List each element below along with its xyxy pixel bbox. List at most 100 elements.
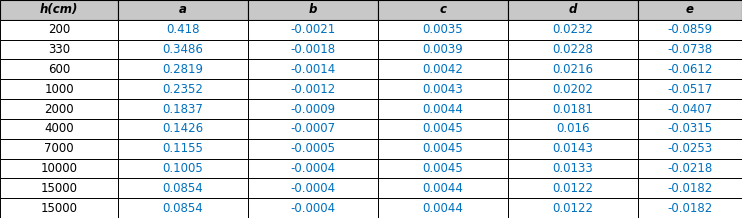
Text: 0.0043: 0.0043 bbox=[423, 83, 463, 96]
Bar bbox=[248, 158, 378, 178]
Text: 0.0854: 0.0854 bbox=[162, 202, 203, 215]
Text: -0.0007: -0.0007 bbox=[290, 122, 335, 135]
Text: -0.0012: -0.0012 bbox=[290, 83, 335, 96]
Bar bbox=[638, 20, 742, 40]
Bar bbox=[508, 40, 638, 60]
Text: -0.0004: -0.0004 bbox=[290, 162, 335, 175]
Bar bbox=[0, 40, 118, 60]
Text: -0.0315: -0.0315 bbox=[668, 122, 712, 135]
Text: 0.0143: 0.0143 bbox=[553, 142, 594, 155]
Text: 0.418: 0.418 bbox=[166, 23, 200, 36]
Bar bbox=[118, 119, 248, 139]
Text: 0.0216: 0.0216 bbox=[553, 63, 594, 76]
Text: -0.0005: -0.0005 bbox=[291, 142, 335, 155]
Bar bbox=[508, 60, 638, 79]
Text: 4000: 4000 bbox=[45, 122, 73, 135]
Bar bbox=[0, 60, 118, 79]
Bar bbox=[118, 0, 248, 20]
Text: c: c bbox=[439, 3, 447, 16]
Bar bbox=[378, 79, 508, 99]
Text: 600: 600 bbox=[48, 63, 70, 76]
Bar bbox=[638, 119, 742, 139]
Text: -0.0018: -0.0018 bbox=[290, 43, 335, 56]
Bar bbox=[378, 198, 508, 218]
Bar bbox=[638, 139, 742, 158]
Text: -0.0014: -0.0014 bbox=[290, 63, 335, 76]
Bar bbox=[0, 139, 118, 158]
Text: -0.0021: -0.0021 bbox=[290, 23, 335, 36]
Bar bbox=[378, 20, 508, 40]
Bar bbox=[638, 99, 742, 119]
Text: -0.0004: -0.0004 bbox=[290, 182, 335, 195]
Text: 0.016: 0.016 bbox=[556, 122, 590, 135]
Text: -0.0182: -0.0182 bbox=[667, 202, 712, 215]
Text: a: a bbox=[179, 3, 187, 16]
Text: 0.0044: 0.0044 bbox=[422, 202, 464, 215]
Text: 0.0045: 0.0045 bbox=[423, 162, 463, 175]
Text: 15000: 15000 bbox=[41, 182, 77, 195]
Text: 0.1426: 0.1426 bbox=[162, 122, 203, 135]
Bar bbox=[378, 0, 508, 20]
Bar bbox=[248, 119, 378, 139]
Bar bbox=[118, 99, 248, 119]
Bar bbox=[248, 139, 378, 158]
Bar bbox=[0, 20, 118, 40]
Text: 0.0133: 0.0133 bbox=[553, 162, 594, 175]
Text: h(cm): h(cm) bbox=[40, 3, 78, 16]
Bar bbox=[118, 20, 248, 40]
Bar bbox=[248, 40, 378, 60]
Bar bbox=[0, 0, 118, 20]
Bar bbox=[638, 0, 742, 20]
Bar bbox=[248, 0, 378, 20]
Bar bbox=[248, 178, 378, 198]
Bar bbox=[118, 178, 248, 198]
Text: -0.0182: -0.0182 bbox=[667, 182, 712, 195]
Text: 0.0039: 0.0039 bbox=[423, 43, 463, 56]
Bar bbox=[508, 20, 638, 40]
Bar bbox=[0, 119, 118, 139]
Text: 0.2819: 0.2819 bbox=[162, 63, 203, 76]
Bar bbox=[378, 119, 508, 139]
Bar bbox=[0, 198, 118, 218]
Text: 0.0042: 0.0042 bbox=[422, 63, 464, 76]
Text: 0.0228: 0.0228 bbox=[553, 43, 594, 56]
Bar bbox=[638, 178, 742, 198]
Bar bbox=[508, 198, 638, 218]
Text: 0.0035: 0.0035 bbox=[423, 23, 463, 36]
Text: -0.0738: -0.0738 bbox=[668, 43, 712, 56]
Bar bbox=[508, 79, 638, 99]
Text: 0.0122: 0.0122 bbox=[553, 182, 594, 195]
Bar bbox=[248, 60, 378, 79]
Bar bbox=[508, 0, 638, 20]
Text: 200: 200 bbox=[48, 23, 70, 36]
Text: 0.2352: 0.2352 bbox=[162, 83, 203, 96]
Text: -0.0859: -0.0859 bbox=[668, 23, 712, 36]
Text: 0.0044: 0.0044 bbox=[422, 182, 464, 195]
Bar bbox=[638, 158, 742, 178]
Text: -0.0009: -0.0009 bbox=[290, 102, 335, 116]
Text: -0.0517: -0.0517 bbox=[667, 83, 712, 96]
Bar bbox=[508, 99, 638, 119]
Bar bbox=[118, 79, 248, 99]
Text: -0.0004: -0.0004 bbox=[290, 202, 335, 215]
Text: 330: 330 bbox=[48, 43, 70, 56]
Text: 15000: 15000 bbox=[41, 202, 77, 215]
Bar bbox=[248, 20, 378, 40]
Bar bbox=[378, 158, 508, 178]
Text: 0.1155: 0.1155 bbox=[162, 142, 203, 155]
Text: 0.0045: 0.0045 bbox=[423, 122, 463, 135]
Text: 0.3486: 0.3486 bbox=[162, 43, 203, 56]
Text: -0.0407: -0.0407 bbox=[667, 102, 712, 116]
Bar bbox=[378, 99, 508, 119]
Bar bbox=[508, 178, 638, 198]
Bar bbox=[638, 60, 742, 79]
Bar bbox=[638, 198, 742, 218]
Bar bbox=[378, 60, 508, 79]
Text: -0.0253: -0.0253 bbox=[668, 142, 712, 155]
Bar bbox=[638, 79, 742, 99]
Text: 2000: 2000 bbox=[45, 102, 73, 116]
Bar bbox=[248, 198, 378, 218]
Text: 10000: 10000 bbox=[41, 162, 77, 175]
Text: 0.0044: 0.0044 bbox=[422, 102, 464, 116]
Text: 1000: 1000 bbox=[45, 83, 73, 96]
